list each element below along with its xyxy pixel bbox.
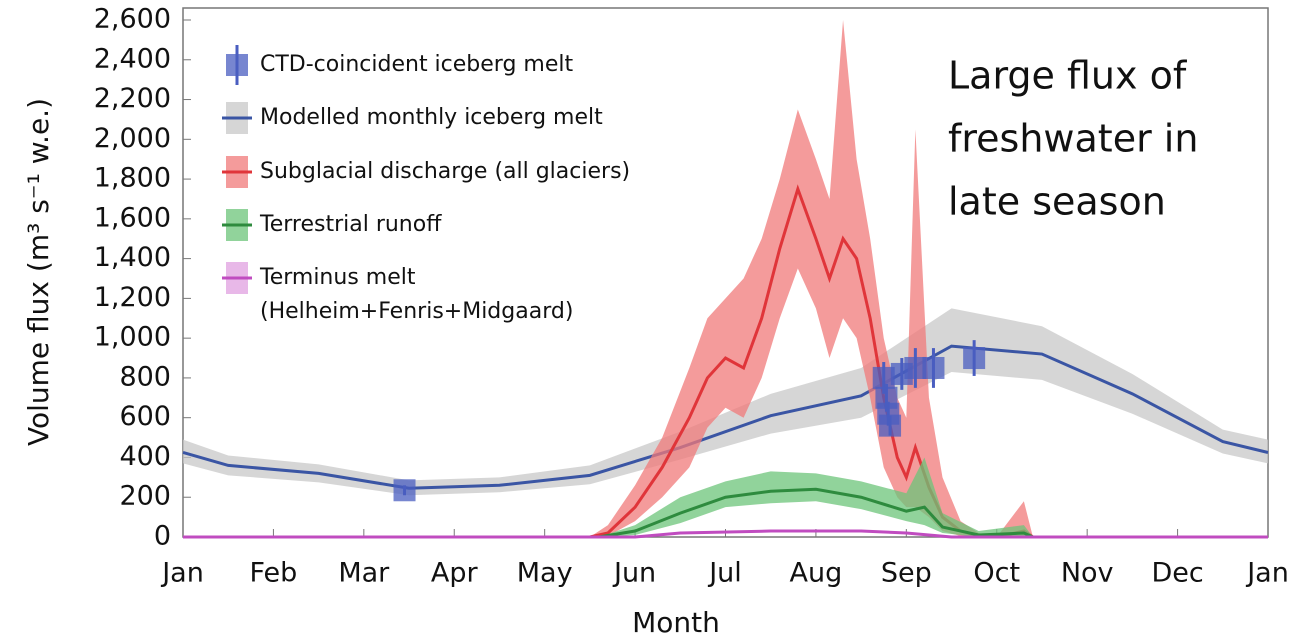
x-tick-label: Jan xyxy=(160,558,204,589)
legend-label-line: CTD-coincident iceberg melt xyxy=(260,52,573,77)
ctd-point xyxy=(963,347,986,370)
y-tick-label: 2,400 xyxy=(94,43,171,74)
legend-label-line: Subglacial discharge (all glaciers) xyxy=(260,159,630,184)
legend-label-line: Modelled monthly iceberg melt xyxy=(260,105,603,130)
ctd-point xyxy=(872,366,895,389)
series-line xyxy=(183,529,1268,539)
x-tick-label: Jun xyxy=(612,558,656,589)
x-tick-label: Aug xyxy=(790,558,843,589)
x-tick-label: Feb xyxy=(250,558,298,589)
legend-label: CTD-coincident iceberg melt xyxy=(260,52,573,77)
y-axis-label: Volume flux (m³ s⁻¹ w.e.) xyxy=(22,98,55,446)
x-tick-label: Oct xyxy=(973,558,1020,589)
y-tick-label: 0 xyxy=(154,521,171,552)
uncertainty-band xyxy=(183,308,1268,496)
legend-label: Terminus melt (Helheim+Fenris+Midgaard) xyxy=(259,265,573,324)
ctd-point xyxy=(393,479,416,502)
x-tick-label: Mar xyxy=(338,558,390,589)
legend-label: Terrestrial runoff xyxy=(259,212,442,237)
x-tick-label: Jan xyxy=(1245,558,1289,589)
x-tick-label: Sep xyxy=(881,558,932,589)
y-tick-label: 1,200 xyxy=(94,282,171,313)
legend-label-line: Terrestrial runoff xyxy=(259,212,442,237)
x-tick-label: Jul xyxy=(707,558,742,589)
y-tick-label: 1,600 xyxy=(94,202,171,233)
y-tick-label: 1,400 xyxy=(94,242,171,273)
ctd-point xyxy=(922,356,945,379)
y-tick-label: 1,800 xyxy=(94,163,171,194)
y-tick-label: 800 xyxy=(119,361,171,392)
annotation: freshwater in xyxy=(948,117,1198,161)
ctd-point xyxy=(879,414,902,437)
annotation: late season xyxy=(948,180,1166,224)
x-tick-label: Dec xyxy=(1151,558,1203,589)
annotation: Large flux of xyxy=(948,54,1188,98)
legend-label-line: Terminus melt xyxy=(259,265,416,290)
x-axis-label: Month xyxy=(632,606,720,639)
series-line xyxy=(182,344,1269,490)
legend-label: Modelled monthly iceberg melt xyxy=(260,105,603,130)
y-tick-label: 2,200 xyxy=(94,83,171,114)
ctd-point xyxy=(904,356,927,379)
y-tick-label: 400 xyxy=(119,441,171,472)
y-tick-label: 2,600 xyxy=(94,4,171,35)
series-line xyxy=(183,487,1268,539)
legend-label-line: (Helheim+Fenris+Midgaard) xyxy=(260,299,573,324)
y-tick-label: 1,000 xyxy=(94,322,171,353)
x-tick-label: Apr xyxy=(431,558,479,589)
y-tick-label: 2,000 xyxy=(94,123,171,154)
x-tick-label: May xyxy=(517,558,573,589)
x-tick-label: Nov xyxy=(1061,558,1114,589)
legend-label: Subglacial discharge (all glaciers) xyxy=(260,159,630,184)
y-tick-label: 200 xyxy=(119,481,171,512)
y-tick-label: 600 xyxy=(119,401,171,432)
